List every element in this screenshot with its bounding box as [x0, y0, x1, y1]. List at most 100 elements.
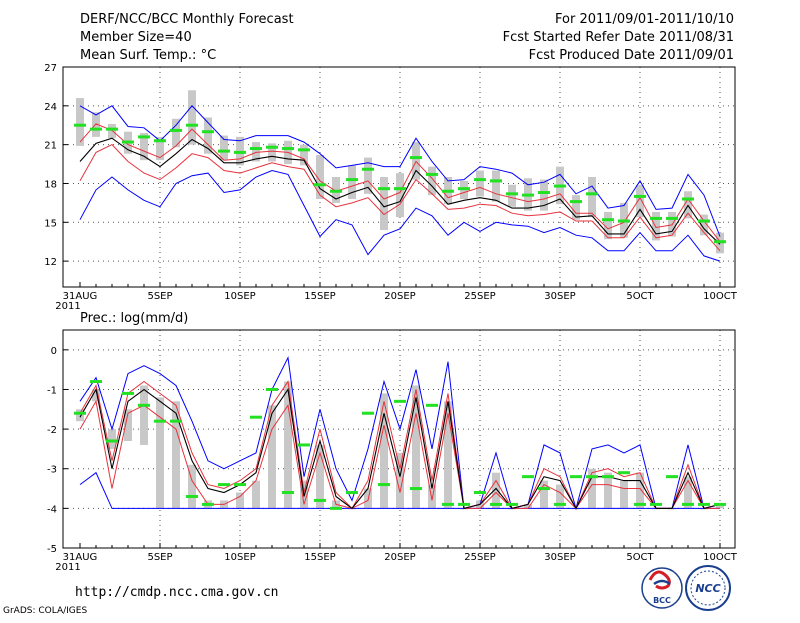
precip-variable-label: Prec.: log(mm/d) — [80, 311, 188, 326]
y-tick-label: 21 — [44, 141, 57, 152]
median-marker — [106, 127, 118, 131]
y-tick-label: -3 — [47, 465, 57, 476]
temperature-lines — [79, 105, 721, 262]
median-marker — [602, 475, 614, 479]
x-tick-label: 20SEP — [384, 291, 415, 302]
spread-box — [604, 472, 612, 509]
variable-label: Mean Surf. Temp.: °C — [80, 48, 216, 63]
median-marker — [154, 139, 166, 143]
spread-box — [684, 476, 692, 509]
temperature-median-marks — [74, 123, 726, 244]
median-marker — [138, 403, 150, 407]
member-size-label: Member Size=40 — [80, 30, 192, 45]
spread-box — [316, 155, 324, 199]
median-marker — [554, 502, 566, 506]
median-marker — [618, 471, 630, 475]
median-marker — [218, 483, 230, 487]
median-marker — [666, 216, 678, 220]
spread-box — [652, 211, 660, 241]
spread-box — [396, 173, 404, 218]
y-tick-label: -2 — [47, 425, 57, 436]
spread-box — [316, 444, 324, 509]
x-tick-label: 15SEP — [304, 552, 335, 563]
median-marker — [346, 491, 358, 495]
precipitation-axes: 31AUG 5SEP 10SEP 15SEP 20SEP 25SEP 30SEP 5OCT 10… — [47, 346, 738, 573]
lower-line — [79, 143, 721, 252]
figure-title: DERF/NCC/BCC Monthly Forecast — [80, 12, 294, 27]
spread-box — [412, 385, 420, 509]
spread-box — [556, 484, 564, 509]
y-tick-label: 0 — [51, 346, 57, 357]
spread-box — [716, 504, 724, 509]
spread-box — [172, 118, 180, 148]
median-marker — [506, 502, 518, 506]
spread-box — [396, 452, 404, 509]
median-marker — [490, 502, 502, 506]
median-marker — [250, 147, 262, 151]
upper-line — [79, 123, 721, 243]
mean-line — [79, 137, 721, 245]
y-tick-label: -4 — [47, 504, 57, 515]
median-marker — [714, 240, 726, 244]
spread-box — [604, 211, 612, 240]
median-marker — [282, 147, 294, 151]
x-tick-label: 5SEP — [147, 291, 172, 302]
median-marker — [90, 127, 102, 131]
spread-box — [188, 464, 196, 509]
median-marker — [506, 192, 518, 196]
ncc-logo-inner-ring — [690, 570, 726, 606]
y-tick-label: 18 — [44, 179, 57, 190]
median-marker — [410, 156, 422, 160]
spread-box — [572, 195, 580, 220]
median-marker — [698, 502, 710, 506]
median-marker — [330, 506, 342, 510]
spread-box — [252, 142, 260, 162]
spread-box — [252, 480, 260, 509]
y-tick-label: 15 — [44, 218, 57, 229]
median-marker — [634, 502, 646, 506]
spread-box — [284, 381, 292, 509]
spread-box — [348, 165, 356, 199]
spread-box — [428, 166, 436, 196]
x-tick-label: 10SEP — [224, 291, 255, 302]
min-line — [79, 471, 720, 509]
x-tick-label: 10OCT — [703, 291, 738, 302]
median-marker — [618, 219, 630, 223]
spread-box — [300, 144, 308, 166]
median-marker — [458, 502, 470, 506]
median-marker — [330, 189, 342, 193]
bcc-logo-swirl-blue — [653, 579, 671, 586]
x-tick-label: 31AUG — [63, 552, 98, 563]
grads-credit: GrADS: COLA/IGES — [3, 606, 87, 616]
spread-box — [588, 177, 596, 218]
median-marker — [634, 194, 646, 198]
lower-line — [79, 399, 720, 510]
y-tick-label: -5 — [47, 544, 57, 555]
x-tick-label: 5SEP — [147, 552, 172, 563]
median-marker — [474, 178, 486, 182]
x-tick-label: 25SEP — [464, 552, 495, 563]
median-marker — [650, 216, 662, 220]
x-tick-label: 5OCT — [626, 291, 654, 302]
spread-box — [492, 170, 500, 202]
bcc-logo-text: BCC — [653, 596, 671, 605]
spread-box — [220, 135, 228, 161]
median-marker — [218, 149, 230, 153]
median-marker — [570, 200, 582, 204]
median-marker — [474, 491, 486, 495]
median-marker — [458, 187, 470, 191]
spread-box — [140, 133, 148, 161]
median-marker — [234, 483, 246, 487]
median-marker — [522, 475, 534, 479]
median-marker — [266, 387, 278, 391]
forecast-period: For 2011/09/01-2011/10/10 — [555, 12, 734, 27]
upper-line — [79, 380, 721, 510]
spread-box — [236, 492, 244, 509]
median-marker — [602, 218, 614, 222]
spread-box — [476, 170, 484, 197]
min-line — [79, 169, 721, 262]
spread-box — [380, 177, 388, 231]
median-marker — [314, 498, 326, 502]
